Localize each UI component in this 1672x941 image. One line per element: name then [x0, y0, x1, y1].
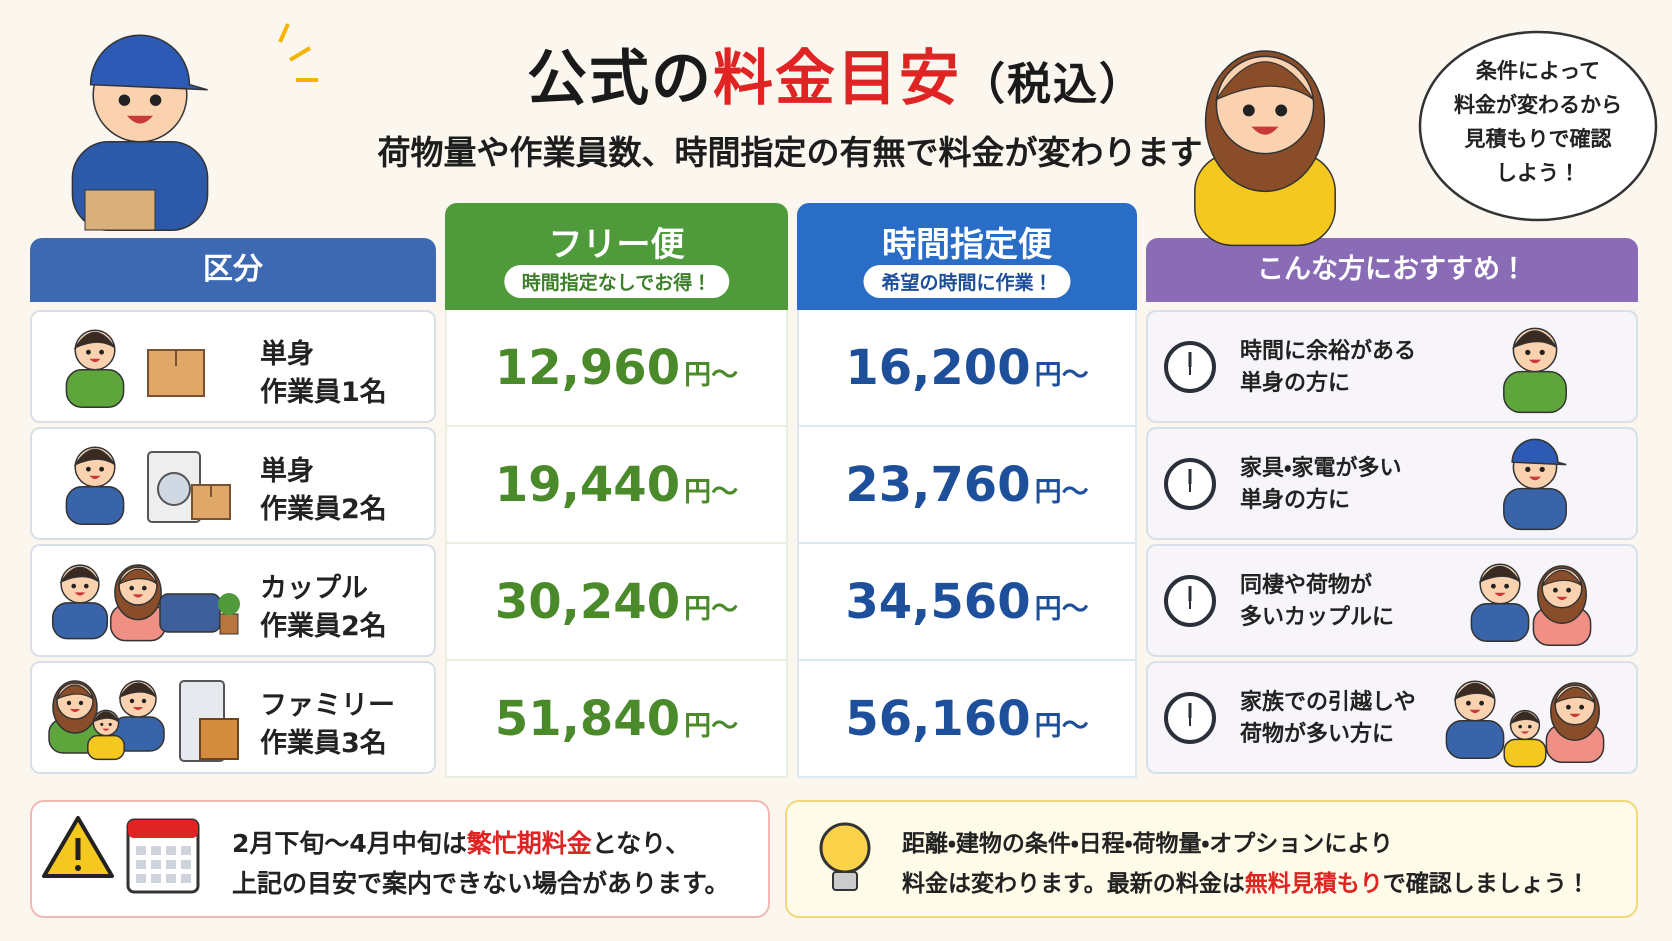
recommend-line: 家具・家電が多い — [1240, 456, 1402, 481]
price: 56,160 — [845, 691, 1031, 747]
category-cell: 単身作業員1名 — [30, 310, 436, 423]
price: 34,560 — [845, 574, 1031, 630]
price: 51,840 — [494, 691, 681, 747]
price-suffix: 円～ — [1034, 711, 1089, 742]
recommend-line: 単身の方に — [1240, 371, 1351, 396]
price-cell: 23,760 円～ — [797, 427, 1137, 544]
category-name: カップル — [260, 573, 368, 604]
title-suffix: （税込） — [961, 59, 1145, 110]
price-cell: 34,560 円～ — [797, 544, 1137, 661]
price-cell: 16,200 円～ — [797, 310, 1137, 427]
price-suffix: 円～ — [684, 594, 739, 625]
bubble-line: 条件によって — [1475, 59, 1601, 83]
recommend-line: 家族での引越しや — [1240, 690, 1416, 715]
price-suffix: 円～ — [684, 360, 739, 391]
recommend-cell: 時間に余裕がある 単身の方に — [1146, 310, 1638, 423]
title-highlight: 料金目安 — [713, 44, 961, 114]
price: 16,200 — [845, 340, 1031, 396]
bubble-line: 見積もりで確認 — [1464, 127, 1612, 151]
category-name: ファミリー — [260, 690, 395, 721]
category-cell: カップル作業員2名 — [30, 544, 436, 657]
clipboard-icon — [84, 189, 156, 231]
column-header: 時間指定便 希望の時間に作業！ — [797, 203, 1137, 311]
note-line: 上記の目安で案内できない場合があります。 — [232, 869, 730, 898]
title: 公式の料金目安（税込） — [0, 30, 1672, 117]
category-cell: 単身作業員2名 — [30, 427, 436, 540]
price-suffix: 円～ — [1034, 360, 1089, 391]
price-suffix: 円～ — [1034, 594, 1089, 625]
bubble-line: しよう！ — [1496, 161, 1580, 185]
staff-count: 作業員2名 — [260, 494, 387, 525]
season-note: 2月下旬～4月中旬は繁忙期料金となり、 上記の目安で案内できない場合があります。 — [30, 800, 770, 918]
recommend-line: 荷物が多い方に — [1240, 722, 1395, 747]
column-title: フリー便 — [548, 225, 685, 265]
column-badge: 希望の時間に作業！ — [863, 265, 1071, 298]
recommend-line: 時間に余裕がある — [1240, 339, 1417, 364]
note-line: 2月下旬～4月中旬は繁忙期料金となり、 — [232, 824, 768, 864]
note-highlight: 繁忙期料金 — [466, 829, 592, 858]
note-highlight: 無料見積もり — [1244, 871, 1383, 897]
speech-bubble-text: 条件によって 料金が変わるから 見積もりで確認 しよう！ — [1438, 54, 1638, 190]
bubble-line: 料金が変わるから — [1454, 93, 1622, 117]
column-title: 時間指定便 — [882, 225, 1052, 265]
note-text: 料金は変わります。最新の料金は — [902, 871, 1245, 897]
price-suffix: 円～ — [684, 711, 739, 742]
column-header: こんな方におすすめ！ — [1146, 238, 1638, 302]
staff-count: 作業員2名 — [260, 611, 387, 642]
price-cell: 56,160 円～ — [797, 661, 1137, 778]
category-name: 単身 — [260, 339, 314, 370]
price-cell: 12,960 円～ — [445, 310, 788, 427]
title-text: 公式の — [527, 44, 713, 114]
info-note: 距離・建物の条件・日程・荷物量・オプションにより 料金は変わります。最新の料金は… — [785, 800, 1638, 918]
price: 23,760 — [845, 457, 1031, 513]
price-suffix: 円～ — [1034, 477, 1089, 508]
price: 30,240 — [494, 574, 681, 630]
price-cell: 51,840 円～ — [445, 661, 788, 778]
price-suffix: 円～ — [684, 477, 739, 508]
category-name: 単身 — [260, 456, 314, 487]
staff-count: 作業員1名 — [260, 377, 387, 408]
price: 12,960 — [494, 340, 681, 396]
category-cell: ファミリー作業員3名 — [30, 661, 436, 774]
column-header: 区分 — [30, 238, 436, 302]
price-cell: 30,240 円～ — [445, 544, 788, 661]
recommend-cell: 家族での引越しや 荷物が多い方に — [1146, 661, 1638, 774]
note-text: となり、 — [591, 829, 691, 858]
note-text: で確認しましょう！ — [1382, 871, 1590, 897]
price: 19,440 — [494, 457, 681, 513]
price-cell: 19,440 円～ — [445, 427, 788, 544]
recommend-line: 多いカップルに — [1240, 605, 1395, 630]
note-text: 2月下旬～4月中旬は — [232, 829, 467, 858]
column-header: フリー便 時間指定なしでお得！ — [445, 203, 788, 311]
column-badge: 時間指定なしでお得！ — [503, 265, 730, 298]
note-line: 距離・建物の条件・日程・荷物量・オプションにより — [902, 831, 1393, 857]
recommend-line: 同棲や荷物が — [1240, 573, 1373, 598]
note-line: 料金は変わります。最新の料金は無料見積もりで確認しましょう！ — [902, 864, 1636, 904]
recommend-cell: 同棲や荷物が 多いカップルに — [1146, 544, 1638, 657]
subtitle: 荷物量や作業員数、時間指定の有無で料金が変わります — [377, 133, 1203, 172]
staff-count: 作業員3名 — [260, 728, 387, 759]
recommend-line: 単身の方に — [1240, 488, 1351, 513]
recommend-cell: 家具・家電が多い 単身の方に — [1146, 427, 1638, 540]
